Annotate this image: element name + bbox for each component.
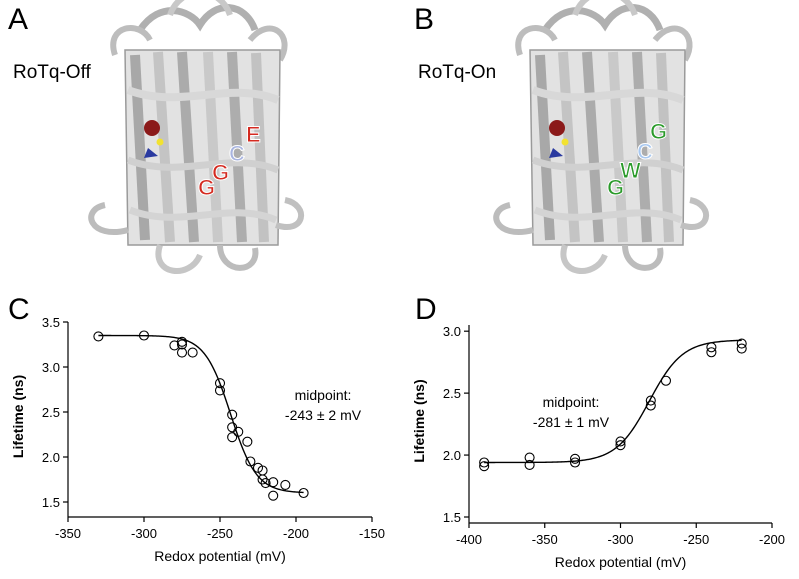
chartD-x-tick-label: -200 xyxy=(759,532,785,547)
chartD-data-point xyxy=(524,452,535,463)
chartD-y-tick-label: 2.5 xyxy=(443,386,461,401)
chartD-data-point xyxy=(660,375,672,386)
chartD-data-point xyxy=(736,338,747,349)
chartC-data-point xyxy=(227,409,238,420)
chart-c-axes: -350 -300 -250 -200 -150 1.5 2.0 2.5 3.0 3.5 xyxy=(42,315,385,541)
variant-label-on: RoTq-On xyxy=(418,62,497,83)
chartD-x-tick-label: -300 xyxy=(607,532,633,547)
chartC-data-point xyxy=(176,347,188,358)
panel-letter-d: D xyxy=(415,293,437,326)
panel-letter-b: B xyxy=(414,3,435,36)
protein-structures: G G C E G W C G xyxy=(0,0,799,300)
chartC-x-tick-label: -150 xyxy=(359,526,385,541)
chartD-data-point xyxy=(615,436,626,447)
chartD-data-point xyxy=(736,343,747,354)
chartC-data-point xyxy=(260,478,271,489)
chartD-data-point xyxy=(569,457,581,468)
chartC-y-tick-label: 2.5 xyxy=(42,405,60,420)
chartD-data-point xyxy=(524,459,535,471)
chart-c-points xyxy=(93,330,309,501)
chartC-data-point xyxy=(93,331,104,342)
chartD-data-point xyxy=(706,347,717,358)
residue-a-4: E xyxy=(246,122,261,147)
chartC-data-point xyxy=(268,477,279,488)
chart-c-annotation-value: -243 ± 2 mV xyxy=(285,407,362,423)
chart-c-annotation-title: midpoint: xyxy=(295,387,352,403)
residue-a-3: C xyxy=(229,141,245,166)
chartD-x-tick-label: -350 xyxy=(532,532,558,547)
chartD-data-point xyxy=(706,342,717,353)
chartC-data-point xyxy=(214,378,226,389)
chartC-data-point xyxy=(242,436,253,447)
chartD-data-point xyxy=(569,453,581,464)
chart-d-ylabel: Lifetime (ns) xyxy=(411,379,427,462)
chartC-x-tick-label: -250 xyxy=(207,526,233,541)
chartC-x-tick-label: -300 xyxy=(131,526,157,541)
chartC-data-point xyxy=(298,487,309,499)
chart-d-annotation-value: -281 ± 1 mV xyxy=(533,414,610,430)
chartD-data-point xyxy=(479,457,490,468)
residue-b-4: G xyxy=(650,119,667,144)
panel-letter-c: C xyxy=(8,293,30,326)
residue-b-1: G xyxy=(607,175,624,200)
chartD-y-tick-label: 3.0 xyxy=(443,324,461,339)
chart-d-points xyxy=(479,338,747,472)
chartC-data-point xyxy=(187,347,198,358)
chartC-y-tick-label: 3.5 xyxy=(42,315,60,330)
chartC-data-point xyxy=(233,426,244,437)
chartC-data-point xyxy=(138,330,150,341)
chartC-x-tick-label: -350 xyxy=(55,526,81,541)
panel-letter-a: A xyxy=(8,3,29,36)
chartD-data-point xyxy=(645,395,656,406)
chartD-data-point xyxy=(479,461,490,472)
residue-b-2: W xyxy=(620,158,641,183)
chartD-data-point xyxy=(645,400,656,411)
chartD-x-tick-label: -400 xyxy=(456,532,482,547)
chartC-data-point xyxy=(280,479,291,490)
residue-b-3: C xyxy=(637,139,653,164)
chartC-data-point xyxy=(176,336,188,347)
chart-d-xlabel: Redox potential (mV) xyxy=(555,554,687,570)
chartC-data-point xyxy=(268,490,279,501)
chart-d-axes: -400 -350 -300 -250 -200 1.5 2.0 2.5 3.0 xyxy=(443,324,785,547)
chartC-data-point xyxy=(227,432,238,443)
chartD-y-tick-label: 1.5 xyxy=(443,510,461,525)
chartC-y-tick-label: 3.0 xyxy=(42,360,60,375)
chartD-x-tick-label: -250 xyxy=(683,532,709,547)
chartC-data-point xyxy=(257,474,268,485)
chartC-data-point xyxy=(245,456,256,467)
chart-d-annotation-title: midpoint: xyxy=(543,394,600,410)
chart-c-xlabel: Redox potential (mV) xyxy=(154,548,286,564)
chartC-data-point xyxy=(176,339,188,350)
residue-a-1: G xyxy=(198,175,215,200)
chartD-fit-curve xyxy=(484,339,742,464)
chartC-y-tick-label: 2.0 xyxy=(42,450,60,465)
chartC-data-point xyxy=(214,385,226,396)
variant-label-off: RoTq-Off xyxy=(13,62,91,83)
chartD-y-tick-label: 2.0 xyxy=(443,448,461,463)
residue-a-2: G xyxy=(212,160,229,185)
chartC-y-tick-label: 1.5 xyxy=(42,495,60,510)
chartD-data-point xyxy=(615,440,626,451)
chart-c-ylabel: Lifetime (ns) xyxy=(10,375,26,458)
chartC-x-tick-label: -200 xyxy=(283,526,309,541)
